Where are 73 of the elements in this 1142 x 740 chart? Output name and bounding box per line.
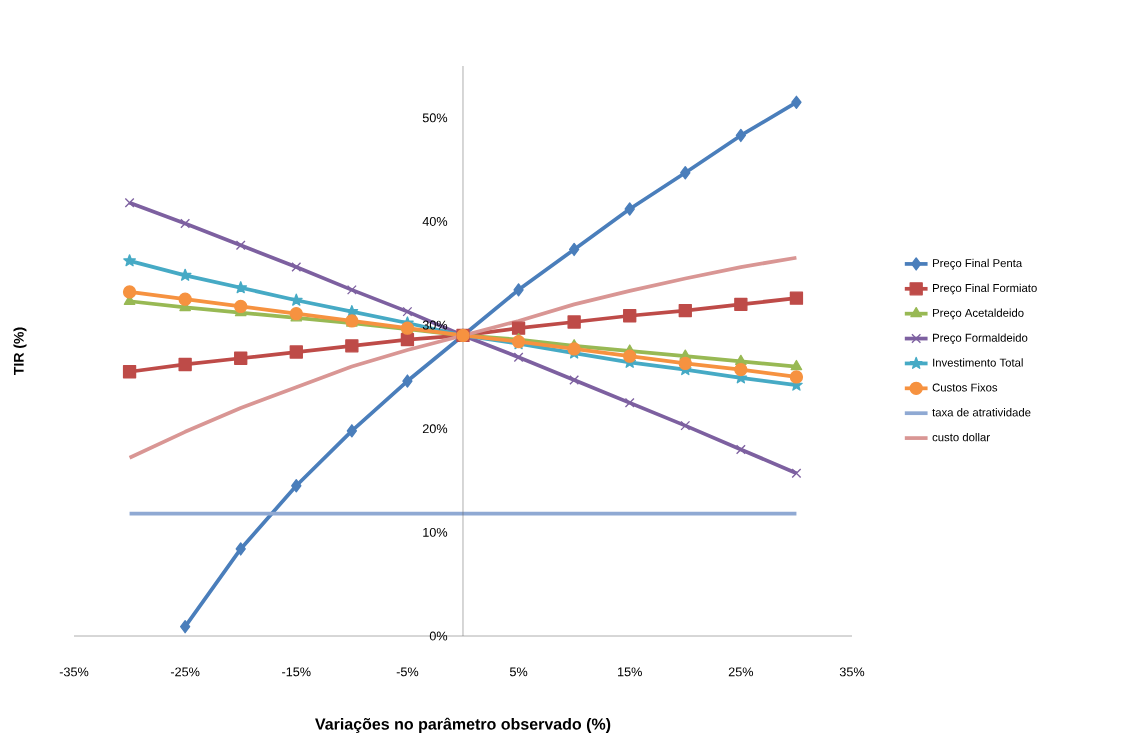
x-tick-label: -25% (170, 667, 200, 677)
legend-label: Investimento Total (933, 358, 1023, 367)
x-tick-label: -35% (59, 667, 89, 677)
point (623, 309, 637, 323)
point (289, 345, 303, 359)
x-tick-label: 15% (618, 667, 642, 677)
point (123, 254, 136, 267)
point (624, 397, 635, 408)
point (789, 370, 804, 384)
point (235, 542, 246, 556)
point (122, 365, 137, 379)
point (346, 424, 358, 438)
point (569, 375, 580, 385)
point (124, 197, 135, 208)
point (680, 420, 691, 431)
line-series (127, 255, 799, 460)
point (513, 352, 524, 363)
y-tick-label: 10% (423, 527, 448, 537)
point (789, 291, 804, 305)
x-tick-label: -5% (396, 667, 419, 677)
point (402, 374, 413, 388)
point (234, 299, 248, 314)
legend-label: Custos Fixos (932, 383, 998, 392)
legend-label: Preço Acetaldeido (933, 308, 1024, 320)
point (178, 292, 192, 306)
point (791, 95, 802, 109)
legend-label: custo dollar (932, 432, 990, 442)
y-tick-label: 20% (422, 424, 448, 434)
point (735, 128, 747, 143)
point (511, 321, 526, 335)
point (568, 242, 580, 257)
legend-label: Preço Final Penta (933, 258, 1023, 270)
point (678, 356, 692, 371)
x-tick-label: 35% (839, 667, 865, 677)
point (624, 202, 635, 216)
x-axis-title: Variações no parâmetro observado (%) (315, 717, 611, 733)
x-tick-label: 5% (509, 667, 528, 677)
point (734, 297, 748, 312)
point (289, 307, 303, 321)
x-tick-label: -15% (282, 667, 311, 677)
point (400, 332, 415, 347)
point (178, 268, 192, 281)
y-tick-label: 40% (422, 216, 448, 226)
point (567, 315, 581, 329)
point (234, 351, 248, 365)
point (513, 283, 524, 297)
point (179, 620, 191, 634)
y-tick-label: 0% (429, 631, 448, 641)
point (567, 342, 581, 356)
point (178, 357, 192, 372)
legend-label: Preço Final Formiato (933, 283, 1037, 295)
point (790, 359, 803, 371)
point (122, 285, 137, 299)
point (678, 303, 692, 318)
legend-label: taxa de atratividade (932, 408, 1031, 417)
y-tick-label: 50% (422, 113, 448, 123)
point (235, 240, 246, 251)
point (623, 349, 637, 363)
point (734, 362, 748, 377)
point (346, 284, 357, 295)
point (791, 468, 802, 479)
point (402, 306, 413, 317)
point (735, 444, 746, 455)
point (234, 281, 248, 294)
x-tick-label: 25% (728, 667, 754, 677)
point (680, 166, 691, 180)
point (345, 339, 359, 353)
point (291, 262, 302, 272)
point (291, 479, 302, 493)
legend-label: Preço Formaldeido (933, 333, 1028, 345)
point (180, 218, 191, 229)
y-axis-title: TIR (%) (13, 327, 27, 375)
point (289, 293, 303, 306)
